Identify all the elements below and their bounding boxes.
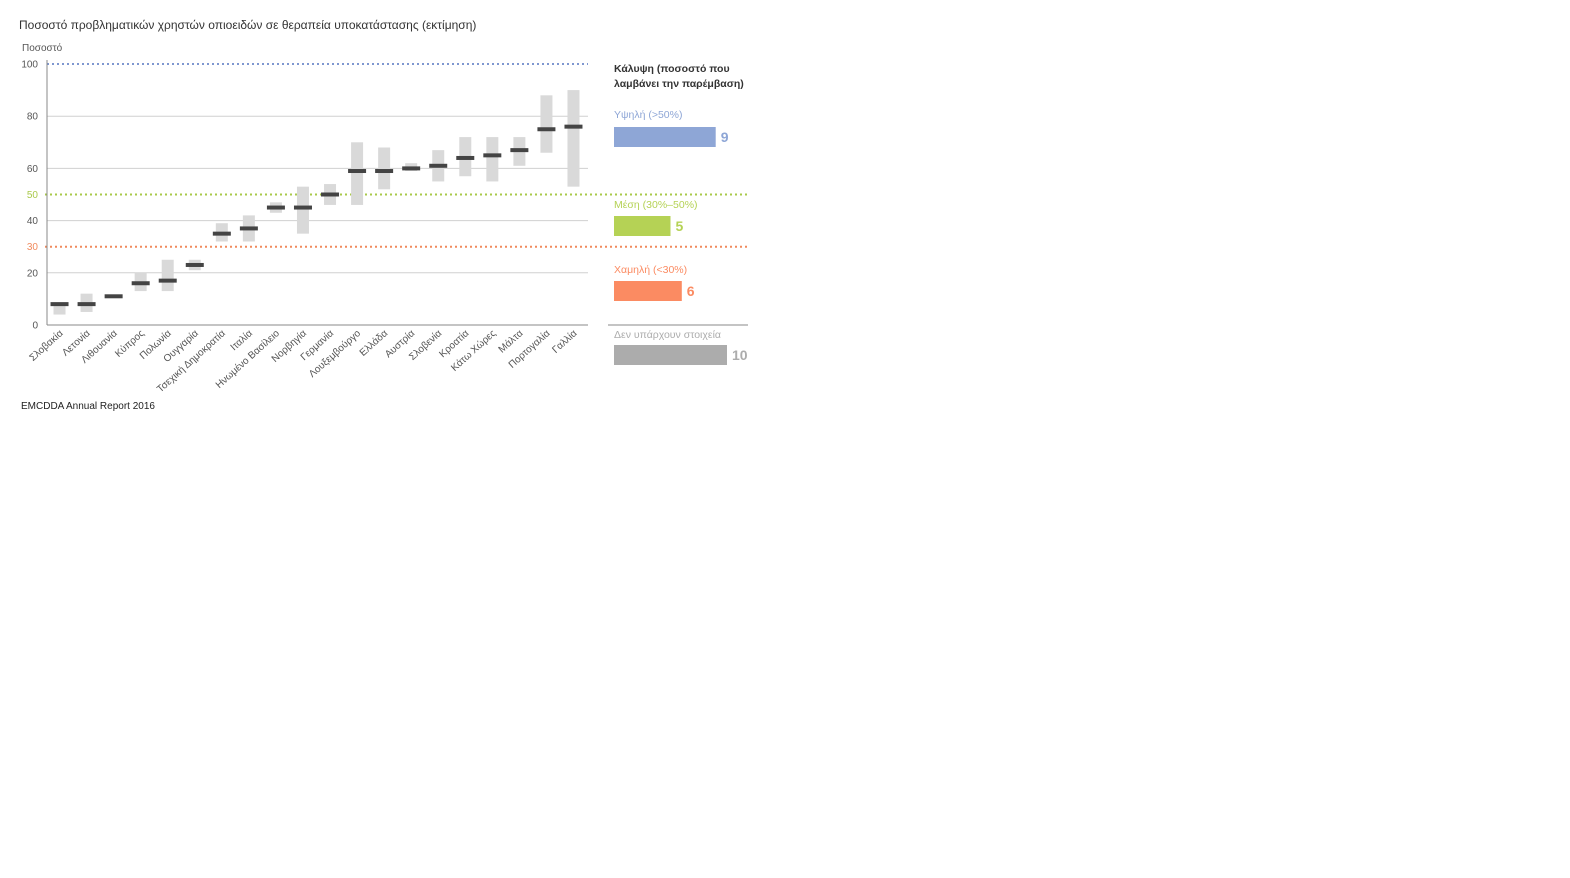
source-note: EMCDDA Annual Report 2016 xyxy=(21,401,155,412)
legend-count: 5 xyxy=(676,218,684,234)
estimate-mark xyxy=(131,281,150,286)
estimate-mark xyxy=(104,294,123,299)
estimate-mark xyxy=(293,205,312,210)
range-bar xyxy=(540,95,553,153)
estimate-mark xyxy=(158,278,177,283)
range-bar xyxy=(378,147,391,190)
range-bars xyxy=(53,90,580,315)
estimate-mark xyxy=(348,169,367,174)
range-bar xyxy=(53,304,66,315)
legend-heading-line1: Κάλυψη (ποσοστό που xyxy=(614,63,730,75)
x-axis-ticks: ΣλοβακίαΛετονίαΛιθουανίαΚύπροςΠολωνίαΟυγ… xyxy=(27,327,580,395)
y-tick-label: 20 xyxy=(27,268,39,279)
threshold-lines: 50 30 xyxy=(27,63,750,253)
estimate-marks xyxy=(50,124,583,307)
x-tick-label: Γαλλία xyxy=(550,327,580,356)
estimate-mark xyxy=(537,127,556,132)
range-bar xyxy=(567,90,580,187)
estimate-mark xyxy=(456,155,475,160)
y-tick-label: 100 xyxy=(21,60,38,71)
estimate-mark xyxy=(266,205,285,210)
x-tick-label: Σλοβακία xyxy=(27,327,66,364)
legend-count-bar xyxy=(614,345,727,365)
y-axis-ticks: 0 20 40 60 80 100 xyxy=(21,60,38,332)
estimate-mark xyxy=(564,124,583,129)
y-tick-label: 60 xyxy=(27,164,39,175)
legend-count-bar xyxy=(614,127,716,147)
legend-item-label: Χαμηλή (<30%) xyxy=(614,264,687,276)
legend-item-label: Μέση (30%–50%) xyxy=(614,199,698,211)
legend-count-bar xyxy=(614,216,671,236)
estimate-mark xyxy=(483,153,502,158)
legend-count: 6 xyxy=(687,283,695,299)
estimate-mark xyxy=(429,163,448,168)
y-axis-label: Ποσοστό xyxy=(22,42,63,54)
legend-count: 9 xyxy=(721,129,729,145)
estimate-mark xyxy=(212,231,231,236)
estimate-mark xyxy=(77,302,96,307)
legend-count-bar xyxy=(614,281,682,301)
axes xyxy=(46,60,588,326)
range-bar xyxy=(351,142,364,205)
legend-count: 10 xyxy=(732,347,748,363)
estimate-mark xyxy=(402,166,421,171)
estimate-mark xyxy=(375,169,394,174)
legend-item-label: Υψηλή (>50%) xyxy=(614,109,682,121)
coverage-legend: Κάλυψη (ποσοστό που λαμβάνει την παρέμβα… xyxy=(608,63,748,365)
estimate-mark xyxy=(321,192,340,197)
threshold-label: 50 xyxy=(27,190,39,201)
y-tick-label: 80 xyxy=(27,112,39,123)
legend-heading-line2: λαμβάνει την παρέμβαση) xyxy=(614,78,744,90)
estimate-mark xyxy=(239,226,258,231)
legend-item-label: Δεν υπάρχουν στοιχεία xyxy=(614,329,721,341)
chart-title: Ποσοστό προβληματικών χρηστών οπιοειδών … xyxy=(19,18,477,32)
range-bar xyxy=(161,259,174,292)
estimate-mark xyxy=(50,302,69,307)
range-bar xyxy=(296,186,309,234)
range-bar xyxy=(486,137,499,182)
y-tick-label: 40 xyxy=(27,216,39,227)
threshold-label: 30 xyxy=(27,242,39,253)
y-tick-label: 0 xyxy=(32,321,38,332)
estimate-mark xyxy=(510,148,529,153)
estimate-mark xyxy=(185,262,204,267)
